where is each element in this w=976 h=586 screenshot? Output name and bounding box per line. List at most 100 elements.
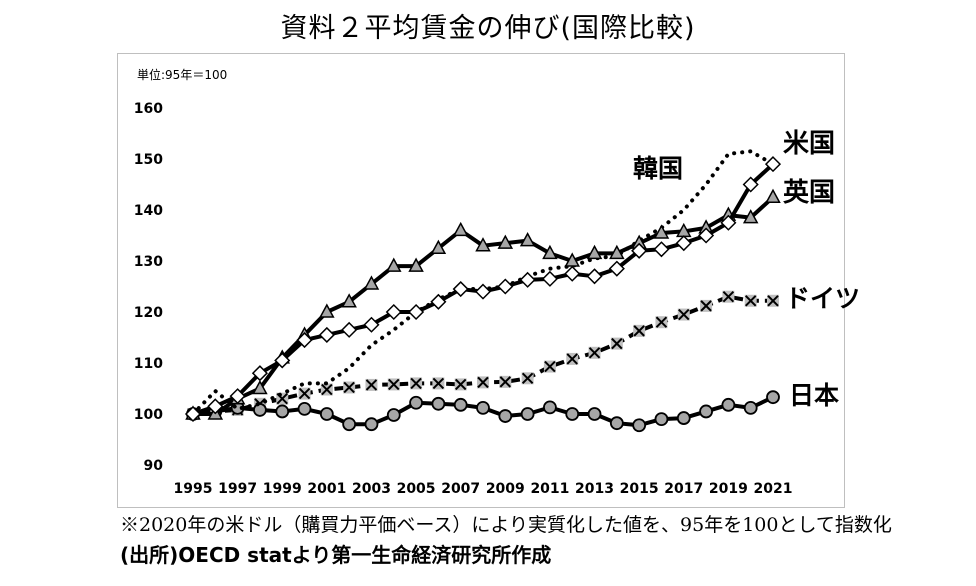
data-point-uk <box>408 257 424 272</box>
data-point-usa <box>207 398 224 415</box>
data-point-germany <box>499 375 512 388</box>
data-point-germany <box>477 376 489 389</box>
x-tick-label: 2013 <box>575 481 614 497</box>
data-point-usa <box>742 176 759 193</box>
data-point-japan <box>565 407 580 421</box>
data-point-usa <box>653 241 670 258</box>
x-tick-label: 2011 <box>530 481 569 497</box>
y-tick-label: 140 <box>134 203 163 219</box>
data-point-germany <box>588 346 601 359</box>
data-point-uk <box>363 275 380 290</box>
y-tick-label: 90 <box>144 458 164 474</box>
series-uk <box>185 188 781 420</box>
series-line-korea <box>191 149 775 416</box>
data-point-usa <box>341 321 358 338</box>
x-tick-label: 2003 <box>352 481 391 497</box>
data-point-germany <box>454 378 467 391</box>
data-point-japan <box>275 404 290 419</box>
source-note: (出所)OECD statより第一生命経済研究所作成 <box>120 543 552 567</box>
data-point-uk <box>519 232 536 247</box>
data-point-uk <box>319 303 335 318</box>
data-point-usa <box>452 280 469 298</box>
data-point-usa <box>698 227 715 244</box>
x-tick-label: 1997 <box>218 481 257 497</box>
data-point-germany <box>298 387 311 400</box>
data-point-uk <box>742 209 759 224</box>
data-point-germany <box>343 381 356 394</box>
y-axis-ticks: 90 100 110 120 130 140 150 160 <box>134 101 163 474</box>
series-japan <box>186 390 780 433</box>
data-point-japan <box>498 409 513 423</box>
data-point-germany <box>365 378 378 391</box>
data-point-usa <box>318 326 335 344</box>
data-point-japan <box>253 403 267 417</box>
y-tick-label: 160 <box>134 101 163 117</box>
data-point-japan <box>319 407 334 421</box>
data-point-uk <box>341 293 357 308</box>
data-point-usa <box>184 405 202 423</box>
data-point-japan <box>342 417 357 432</box>
data-point-japan <box>609 416 624 431</box>
data-point-uk <box>252 379 268 395</box>
x-tick-label: 2009 <box>486 481 525 497</box>
data-point-japan <box>676 411 691 425</box>
series-label-germany: ドイツ <box>785 284 860 313</box>
y-tick-label: 100 <box>134 407 163 423</box>
data-point-usa <box>385 303 402 321</box>
data-point-usa <box>430 293 447 310</box>
data-point-germany <box>677 308 690 321</box>
data-point-japan <box>409 395 423 410</box>
y-tick-label: 130 <box>134 254 163 270</box>
data-point-germany <box>410 377 423 390</box>
data-point-japan <box>721 397 736 412</box>
data-point-japan <box>743 400 758 415</box>
data-point-uk <box>475 237 491 252</box>
data-point-usa <box>274 352 291 369</box>
data-point-germany <box>655 316 668 329</box>
data-point-uk <box>452 221 469 237</box>
x-tick-label: 2017 <box>664 481 703 497</box>
data-point-germany <box>432 377 445 390</box>
data-point-usa <box>631 242 648 259</box>
data-point-uk <box>430 239 447 254</box>
data-point-usa <box>251 365 268 382</box>
data-point-usa <box>229 388 246 405</box>
data-point-germany <box>566 352 579 365</box>
data-point-germany <box>387 378 400 391</box>
x-tick-label: 2005 <box>397 481 436 497</box>
data-point-japan <box>431 396 446 411</box>
data-point-usa <box>519 271 536 288</box>
unit-label: 単位:95年＝100 <box>137 67 227 82</box>
chart-frame <box>117 53 845 508</box>
y-tick-label: 150 <box>134 152 163 168</box>
data-point-usa <box>586 268 603 285</box>
data-point-japan <box>632 418 647 433</box>
y-tick-label: 110 <box>134 356 163 372</box>
data-point-usa <box>720 214 737 231</box>
data-point-japan <box>654 412 669 427</box>
data-point-usa <box>764 156 782 173</box>
data-point-germany <box>633 324 646 337</box>
series-usa <box>184 156 782 423</box>
data-point-uk <box>653 224 670 239</box>
series-label-japan: 日本 <box>789 381 839 410</box>
data-point-germany <box>320 383 333 396</box>
data-point-usa <box>675 235 692 252</box>
data-point-japan <box>364 417 379 432</box>
data-point-japan <box>699 404 713 419</box>
series-label-usa: 米国 <box>783 129 835 159</box>
x-tick-label: 1999 <box>263 481 302 497</box>
data-point-germany <box>521 372 534 385</box>
data-point-usa <box>564 265 581 282</box>
data-point-japan <box>520 407 535 421</box>
x-tick-label: 2007 <box>441 481 480 497</box>
footnote: ※2020年の米ドル（購買力平価ベース）により実質化した値を、95年を100とし… <box>120 514 892 536</box>
data-point-germany <box>744 294 757 307</box>
data-point-usa <box>363 316 380 333</box>
data-point-usa <box>497 278 514 295</box>
x-tick-label: 2021 <box>754 481 793 497</box>
data-point-japan <box>543 400 557 415</box>
data-point-uk <box>765 188 781 203</box>
data-point-germany <box>543 360 556 373</box>
